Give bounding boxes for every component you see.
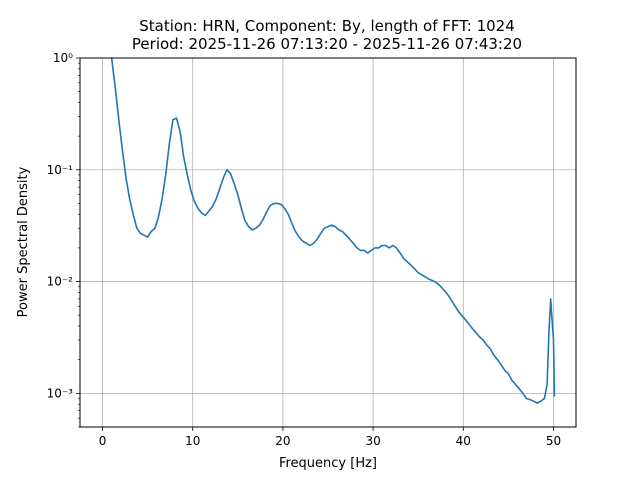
x-tick-label: 10 xyxy=(185,434,200,448)
x-tick-label: 20 xyxy=(275,434,290,448)
x-tick-label: 40 xyxy=(456,434,471,448)
tick-layer: 0 10 20 30 40 50 10⁻³ 10⁻² 10⁻¹ 10⁰ xyxy=(47,51,562,448)
y-tick-label: 10⁻² xyxy=(47,275,74,289)
x-tick-label: 0 xyxy=(99,434,107,448)
chart-title-line-2: Period: 2025-11-26 07:13:20 - 2025-11-26… xyxy=(132,35,522,53)
y-axis-label: Power Spectral Density xyxy=(16,166,31,317)
y-tick-label: 10⁻³ xyxy=(47,386,74,400)
data-layer xyxy=(110,57,556,404)
chart-title-line-1: Station: HRN, Component: By, length of F… xyxy=(139,17,515,35)
x-axis-label: Frequency [Hz] xyxy=(279,456,377,471)
y-tick-label: 10⁰ xyxy=(53,51,73,65)
y-tick-label: 10⁻¹ xyxy=(47,163,74,177)
x-tick-label: 30 xyxy=(365,434,380,448)
x-tick-label: 50 xyxy=(546,434,561,448)
grid-layer xyxy=(80,58,576,427)
plot-frame xyxy=(79,57,577,428)
psd-series-line xyxy=(110,57,556,404)
